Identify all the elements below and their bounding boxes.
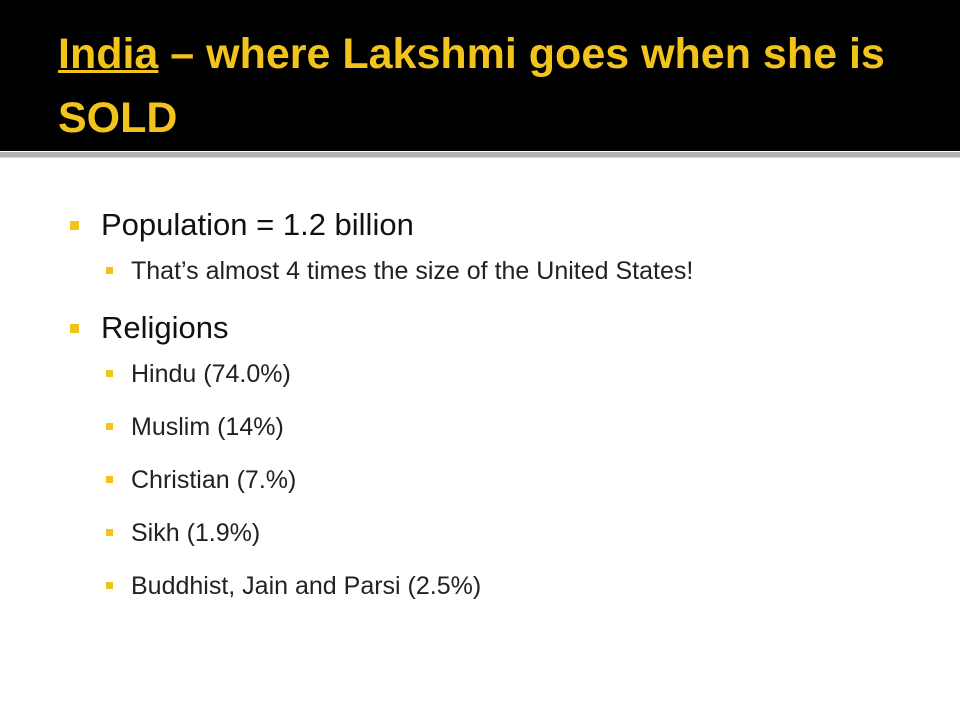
sub-bullet: Buddhist, Jain and Parsi (2.5%)	[106, 565, 830, 607]
header-band: India – where Lakshmi goes when she is S…	[0, 0, 960, 151]
bullet-list: Population = 1.2 billion That’s almost 4 …	[70, 198, 830, 618]
sub-bullet: That’s almost 4 times the size of the Un…	[106, 250, 830, 292]
sub-bullet: Sikh (1.9%)	[106, 512, 830, 554]
slide-title: India – where Lakshmi goes when she is S…	[58, 22, 918, 150]
bullet: Religions	[70, 303, 830, 353]
sub-bullet: Hindu (74.0%)	[106, 353, 830, 395]
sub-bullet: Muslim (14%)	[106, 406, 830, 448]
title-text: – where Lakshmi goes when she is SOLD	[58, 30, 885, 142]
title-link[interactable]: India	[58, 30, 159, 78]
header-rule	[0, 152, 960, 158]
sub-bullet: Christian (7.%)	[106, 459, 830, 501]
bullet: Population = 1.2 billion	[70, 200, 830, 250]
